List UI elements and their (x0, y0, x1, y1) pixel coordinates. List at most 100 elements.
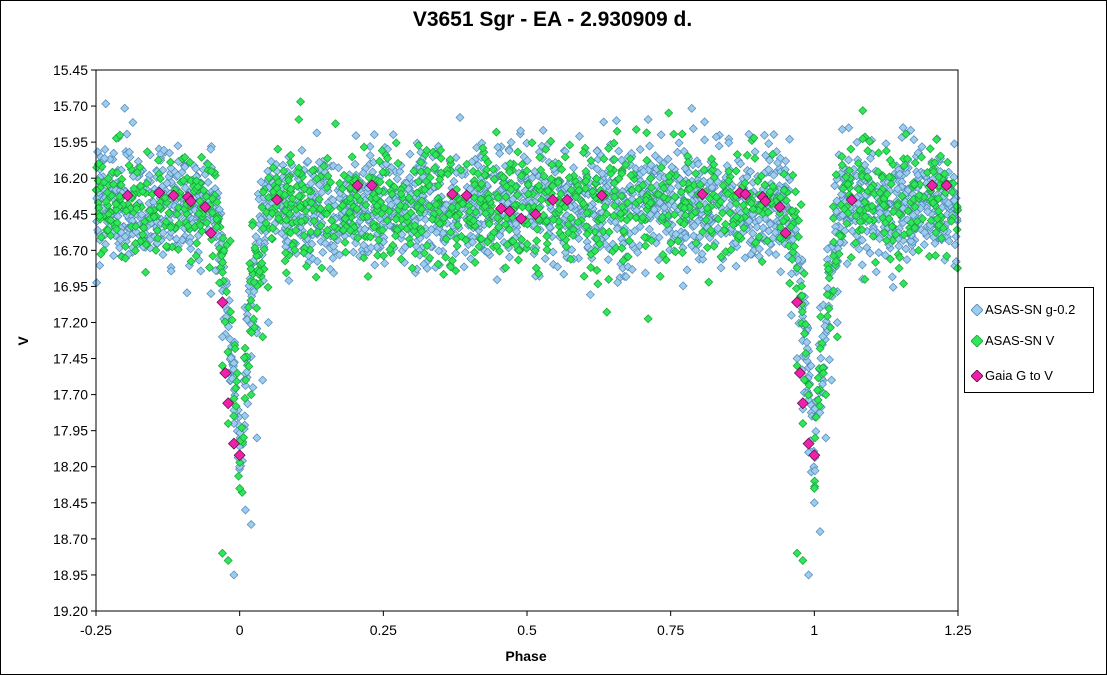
data-point-series-1 (498, 173, 508, 183)
data-point-series-1 (860, 197, 870, 207)
data-point-series-1 (659, 192, 669, 202)
data-point-series-0 (369, 130, 379, 140)
data-point-series-1 (212, 197, 222, 207)
data-point-series-1 (451, 212, 461, 222)
data-point-series-0 (283, 237, 293, 247)
data-point-series-1 (934, 220, 944, 230)
data-point-series-1 (871, 257, 881, 267)
data-point-series-0 (455, 113, 465, 122)
data-point-series-1 (441, 234, 451, 244)
data-point-series-1 (568, 230, 578, 240)
data-point-series-1 (425, 253, 435, 263)
data-point-series-1 (192, 238, 202, 248)
data-point-series-1 (546, 174, 556, 184)
data-point-series-0 (681, 232, 691, 242)
data-point-series-1 (237, 423, 247, 433)
data-point-series-0 (639, 166, 649, 176)
data-point-series-2 (779, 227, 792, 240)
data-point-series-1 (243, 302, 253, 312)
y-tick-label: 15.95 (53, 134, 88, 150)
data-point-series-0 (643, 115, 653, 125)
data-point-series-1 (326, 177, 336, 187)
data-point-series-1 (422, 145, 432, 155)
data-point-series-1 (547, 160, 557, 170)
data-point-series-0 (240, 505, 250, 515)
data-point-series-1 (152, 225, 162, 235)
data-point-series-0 (865, 153, 875, 163)
data-point-series-1 (522, 166, 532, 176)
data-point-series-0 (769, 129, 779, 139)
data-point-series-0 (880, 250, 890, 260)
data-point-series-0 (248, 383, 258, 393)
data-point-series-1 (517, 202, 527, 212)
data-point-series-1 (775, 208, 785, 218)
data-point-series-0 (137, 210, 147, 220)
data-point-series-1 (151, 245, 161, 255)
data-point-series-1 (378, 225, 388, 235)
data-point-series-0 (191, 164, 201, 174)
data-point-series-1 (121, 253, 131, 263)
data-point-series-1 (195, 220, 205, 230)
data-point-series-1 (824, 273, 834, 283)
data-point-series-1 (329, 221, 339, 231)
data-point-series-0 (617, 155, 627, 165)
data-point-series-1 (604, 143, 614, 153)
data-point-series-0 (109, 251, 119, 261)
data-point-series-0 (506, 137, 516, 147)
data-point-series-1 (132, 168, 142, 178)
data-point-series-1 (108, 179, 118, 189)
data-point-series-1 (702, 242, 712, 252)
data-point-series-1 (803, 390, 813, 400)
data-point-series-0 (930, 238, 940, 248)
data-point-series-0 (101, 99, 111, 109)
data-point-series-1 (786, 222, 796, 232)
data-point-series-2 (808, 449, 821, 462)
data-point-series-1 (604, 227, 614, 237)
data-point-series-1 (299, 184, 309, 194)
data-point-series-1 (417, 226, 427, 236)
data-point-series-1 (323, 153, 332, 163)
data-point-series-1 (202, 218, 212, 228)
data-point-series-1 (257, 258, 267, 268)
data-point-series-1 (512, 190, 522, 200)
data-point-series-1 (617, 243, 627, 253)
data-point-series-0 (585, 290, 595, 300)
data-point-series-1 (532, 236, 542, 246)
data-point-series-1 (477, 179, 487, 189)
data-point-series-1 (115, 130, 125, 140)
data-point-series-1 (886, 179, 896, 189)
data-point-series-1 (501, 192, 511, 202)
data-point-series-1 (183, 221, 193, 231)
data-point-series-0 (613, 277, 623, 287)
data-point-series-1 (816, 312, 826, 322)
data-point-series-0 (92, 278, 102, 288)
data-point-series-1 (638, 213, 648, 222)
data-point-series-1 (280, 190, 290, 200)
data-point-series-1 (952, 201, 962, 211)
data-point-series-1 (337, 184, 347, 194)
data-point-series-1 (813, 373, 823, 383)
data-point-series-1 (794, 216, 804, 226)
data-point-series-2 (199, 201, 212, 214)
data-point-series-1 (377, 146, 387, 156)
data-point-series-2 (219, 366, 232, 379)
data-point-series-1 (815, 401, 825, 411)
data-point-series-0 (597, 169, 607, 179)
data-point-series-1 (384, 178, 394, 188)
data-point-series-1 (942, 251, 952, 261)
data-point-series-1 (824, 304, 834, 314)
data-point-series-0 (171, 234, 181, 244)
data-point-series-1 (263, 193, 273, 203)
data-point-series-1 (701, 215, 711, 225)
data-point-series-0 (815, 527, 825, 537)
data-point-series-1 (593, 279, 603, 289)
data-point-series-1 (565, 140, 575, 150)
data-point-series-0 (630, 226, 640, 236)
data-point-series-1 (306, 227, 316, 237)
data-point-series-1 (874, 148, 884, 158)
data-point-series-1 (473, 169, 483, 179)
data-point-series-1 (799, 375, 809, 385)
data-point-series-2 (696, 188, 709, 201)
data-point-series-0 (263, 317, 273, 327)
data-point-series-1 (486, 232, 496, 242)
